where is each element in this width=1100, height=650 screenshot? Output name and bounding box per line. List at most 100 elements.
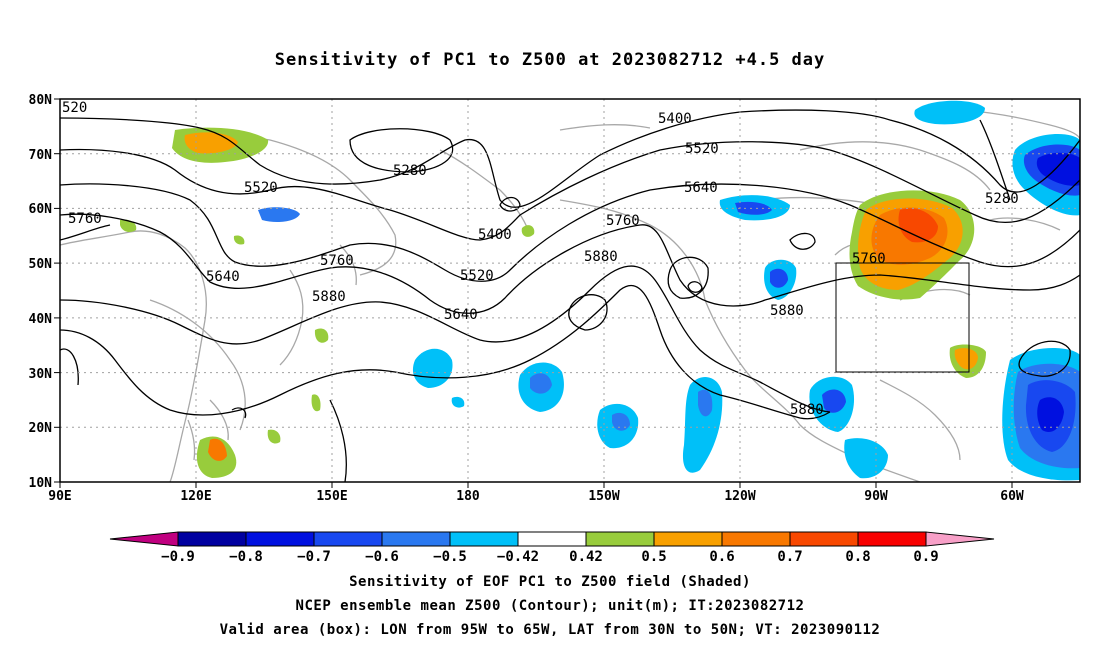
colorbar-label: 0.6 (709, 549, 734, 565)
shade-lightblue-5 (451, 396, 465, 408)
shade-blue-gulf (822, 389, 846, 413)
colorbar-label: 0.9 (913, 549, 938, 565)
contour-label: 5880 (790, 402, 824, 418)
shade-green-small-4 (311, 394, 321, 412)
shade-blue-asia (258, 207, 300, 222)
colorbar-label: 0.7 (777, 549, 802, 565)
contour-label: 5280 (393, 163, 427, 179)
lon-label: 150E (316, 489, 347, 504)
colorbar-label: 0.8 (845, 549, 870, 565)
shade-green-small-3 (267, 429, 281, 444)
lat-label: 40N (29, 312, 53, 327)
contour-label: 5880 (584, 249, 618, 265)
contour-label: 5760 (606, 213, 640, 229)
colorbar-label: −0.42 (497, 549, 539, 565)
colorbar: −0.9 −0.8 −0.7 −0.6 −0.5 −0.42 0.42 0.5 0.6 0.7 0.… (109, 531, 995, 565)
contour-label: 5760 (68, 211, 102, 227)
caption-line-2: NCEP ensemble mean Z500 (Contour); unit(… (295, 598, 805, 614)
lat-label: 20N (29, 421, 53, 436)
contour-label-group: 5400 5400 5520 5520 5520 5640 5640 5640 … (62, 100, 1019, 418)
shade-blue-4 (698, 389, 713, 417)
contour-label: 520 (62, 100, 87, 116)
colorbar-label: 0.5 (641, 549, 666, 565)
lat-label: 60N (29, 202, 53, 217)
colorbar-label: 0.42 (569, 549, 603, 565)
colorbar-label: −0.8 (229, 549, 263, 565)
valid-area-box (835, 262, 970, 373)
gridlines (60, 99, 1080, 482)
shade-red-gl (898, 208, 938, 243)
lon-label: 90E (48, 489, 71, 504)
shade-darkblue-satl (1037, 397, 1064, 432)
contour-label: 5400 (478, 227, 512, 243)
lat-labels: 80N 70N 60N 50N 40N 30N 20N 10N (29, 93, 53, 491)
colorbar-swatch (313, 531, 383, 547)
shade-darkblue-natl (1036, 152, 1080, 186)
colorbar-arrow-left (109, 531, 179, 547)
shade-lightblue-1 (412, 348, 453, 388)
contour-label: 5400 (658, 111, 692, 127)
sensitivity-shading (120, 100, 1080, 481)
lat-label: 80N (29, 93, 53, 108)
lon-label: 120E (180, 489, 211, 504)
z500-contours (60, 109, 1080, 482)
contour-label: 5640 (444, 307, 478, 323)
colorbar-swatch (857, 531, 927, 547)
colorbar-label: −0.7 (297, 549, 331, 565)
shade-green-small-6 (521, 225, 535, 237)
colorbar-label: −0.9 (161, 549, 195, 565)
lon-label: 150W (588, 489, 619, 504)
contour-label: 5760 (852, 251, 886, 267)
shade-blue-3 (612, 412, 630, 431)
shade-orange-sea (208, 438, 227, 461)
colorbar-swatch (381, 531, 451, 547)
shade-blue-na2 (770, 268, 788, 288)
colorbar-swatch (449, 531, 519, 547)
caption-line-3: Valid area (box): LON from 95W to 65W, L… (219, 622, 881, 638)
colorbar-swatch (245, 531, 315, 547)
lat-label: 50N (29, 257, 53, 272)
map-area: 5400 5400 5520 5520 5520 5640 5640 5640 … (60, 99, 1080, 482)
colorbar-label: −0.5 (433, 549, 467, 565)
colorbar-arrow-right (925, 531, 995, 547)
colorbar-swatch (721, 531, 791, 547)
coastlines (60, 109, 1080, 482)
shade-small-green-2 (233, 235, 245, 245)
colorbar-swatch (789, 531, 859, 547)
shade-green-small-5 (314, 328, 329, 343)
shade-blue-na (735, 201, 772, 215)
contour-label: 5520 (685, 141, 719, 157)
lon-labels: 90E 120E 150E 180 150W 120W 90W 60W (48, 489, 1024, 504)
contour-label: 5880 (312, 289, 346, 305)
lon-label: 90W (864, 489, 888, 504)
map-frame (59, 98, 1081, 483)
lat-label: 70N (29, 148, 53, 163)
tick-marks (54, 98, 1013, 488)
colorbar-swatch (517, 531, 587, 547)
contour-label: 5520 (460, 268, 494, 284)
shade-orange-atl (954, 348, 978, 370)
lon-label: 120W (724, 489, 755, 504)
contour-label: 5640 (684, 180, 718, 196)
caption-line-1: Sensitivity of EOF PC1 to Z500 field (Sh… (349, 574, 751, 590)
lat-label: 10N (29, 476, 53, 491)
lon-label: 60W (1000, 489, 1024, 504)
shade-small-green (120, 219, 137, 233)
contour-label: 5640 (206, 269, 240, 285)
shade-lightblue-greenland (914, 100, 985, 125)
contour-label: 5520 (244, 180, 278, 196)
lon-label: 180 (456, 489, 480, 504)
contour-label: 5760 (320, 253, 354, 269)
shade-lightblue-carib (844, 438, 888, 479)
shade-blue-2 (530, 373, 552, 394)
shade-lightblue-4 (682, 376, 723, 473)
colorbar-label: −0.6 (365, 549, 399, 565)
contour-label: 5280 (985, 191, 1019, 207)
figure-title: Sensitivity of PC1 to Z500 at 2023082712… (274, 50, 826, 70)
lat-label: 30N (29, 367, 53, 382)
colorbar-swatch (653, 531, 723, 547)
colorbar-swatch (177, 531, 247, 547)
contour-label: 5880 (770, 303, 804, 319)
